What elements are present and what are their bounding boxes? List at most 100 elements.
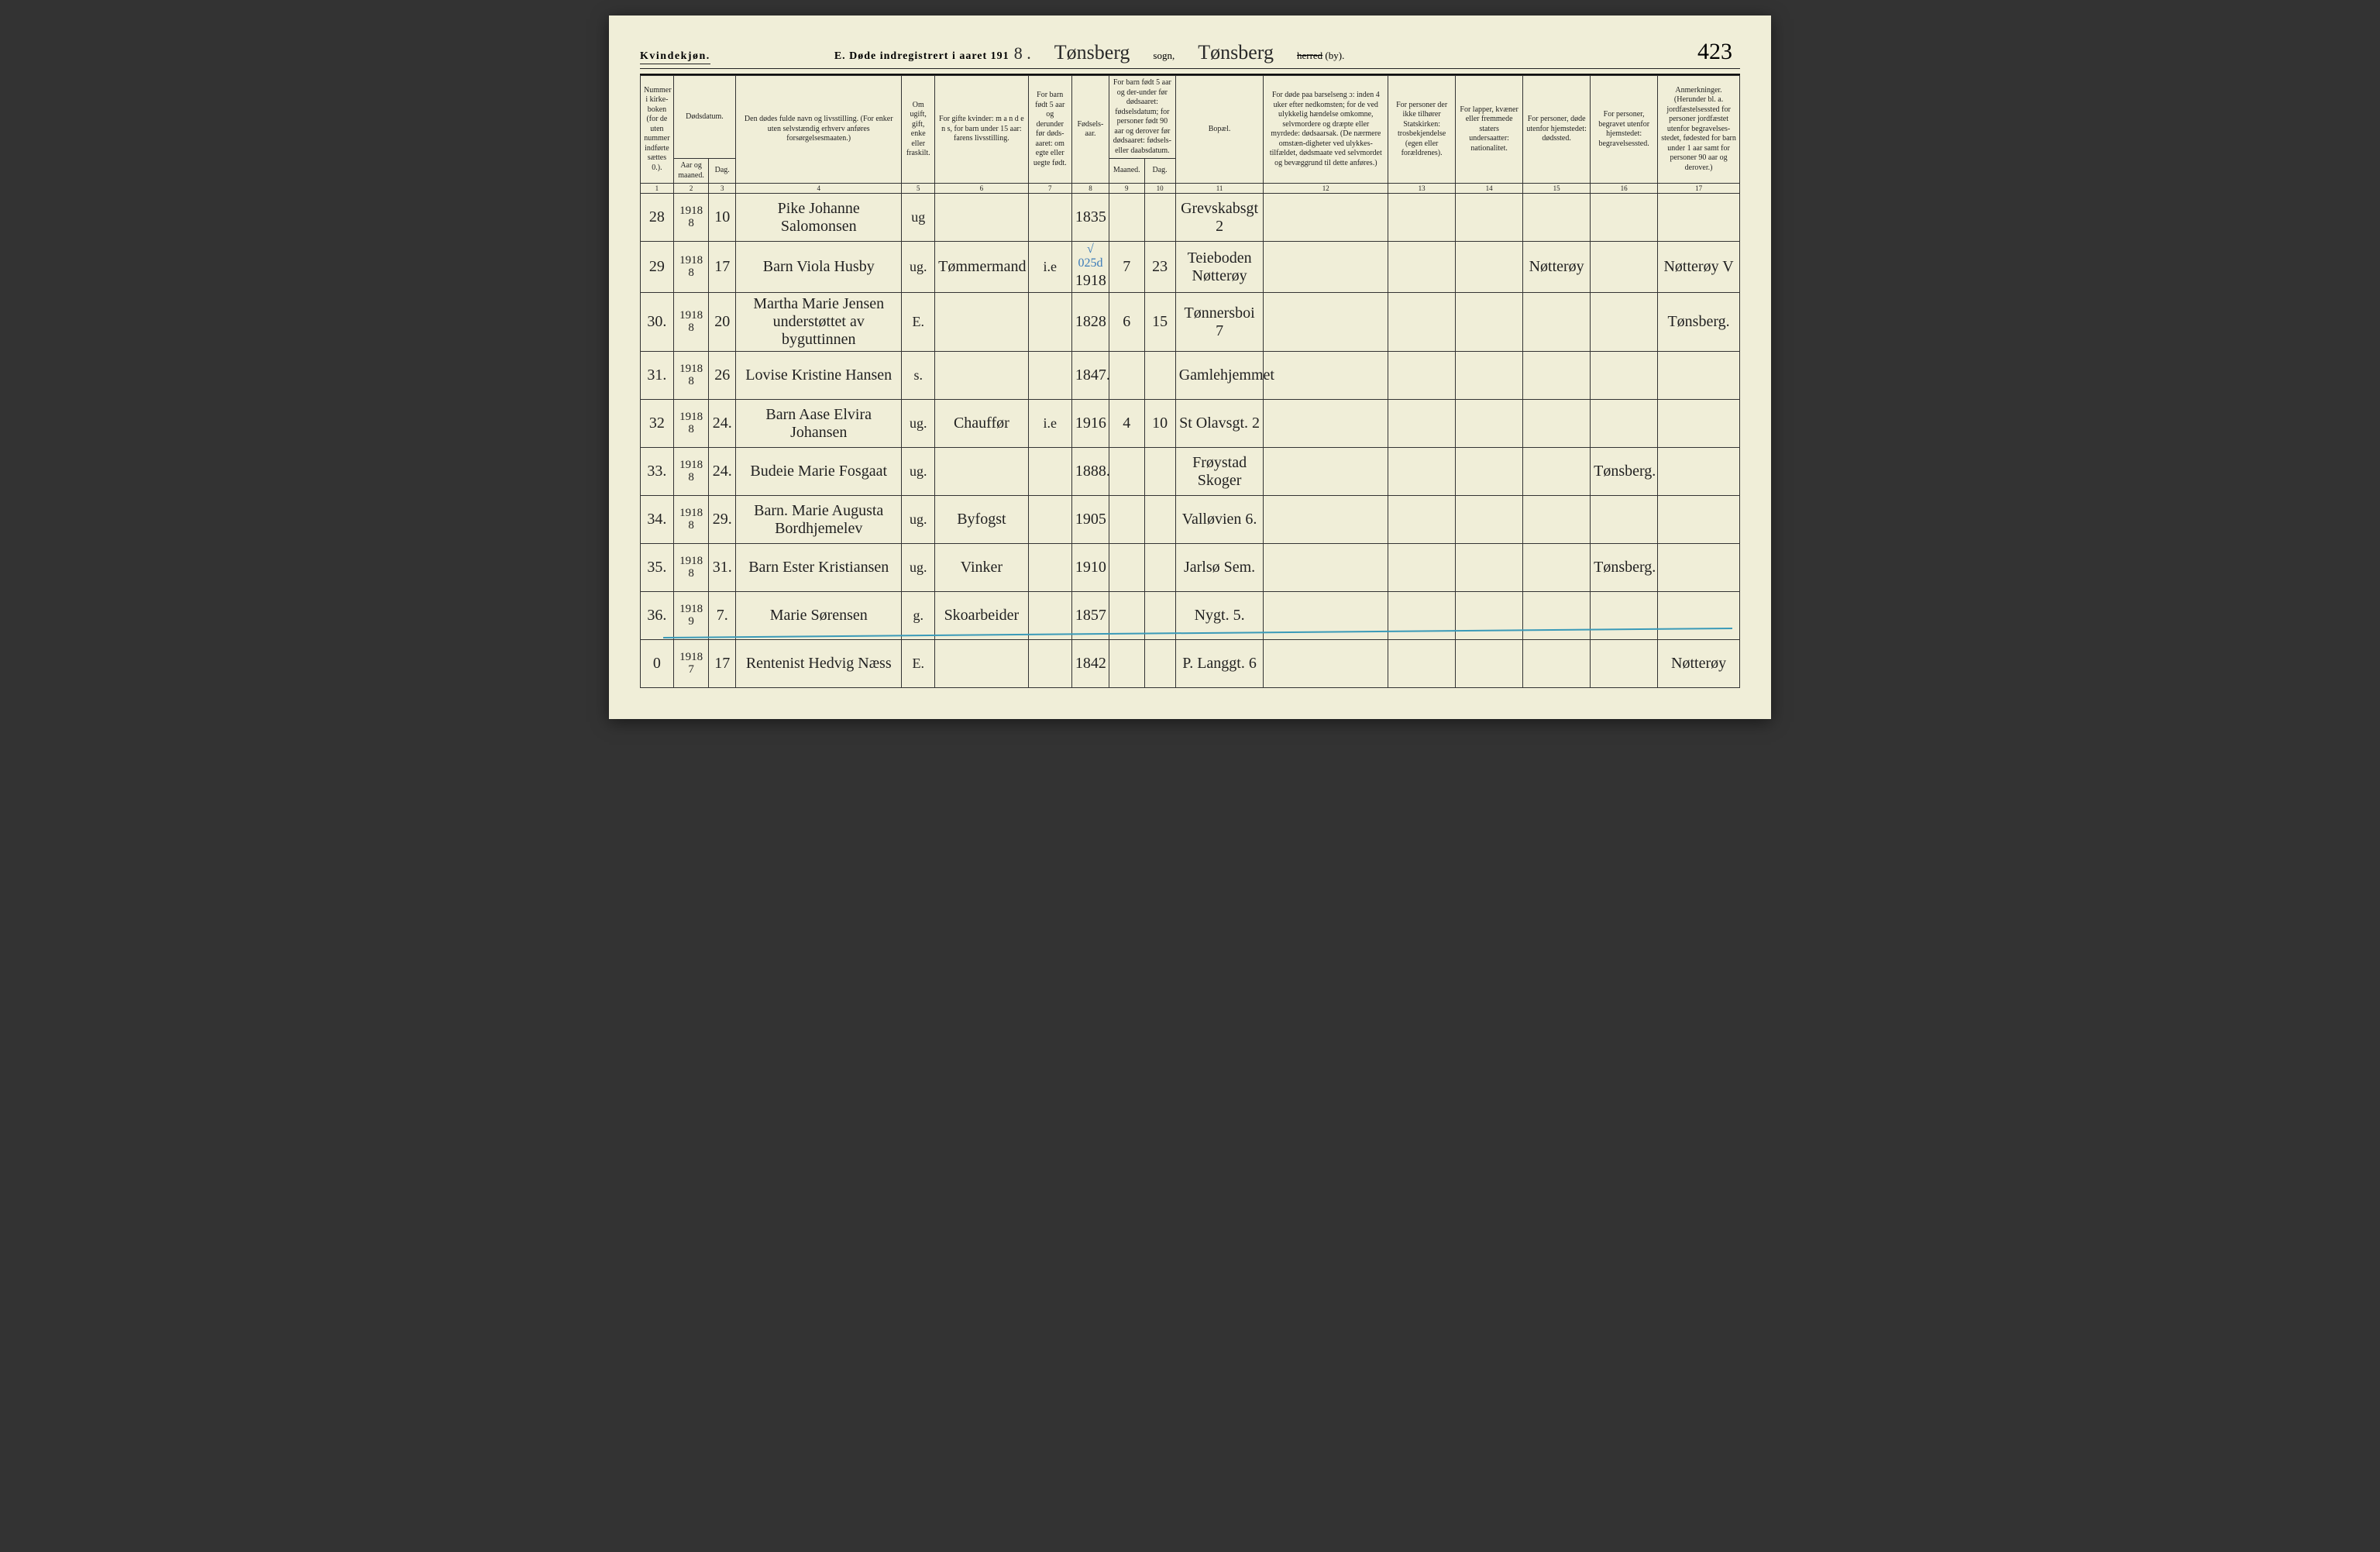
- district-name: Tønsberg: [1198, 41, 1274, 64]
- death-day: 20: [709, 293, 736, 352]
- death-day: 17: [709, 242, 736, 293]
- faith: [1388, 592, 1456, 640]
- remarks: [1658, 544, 1740, 592]
- gender-label: Kvindekjøn.: [640, 50, 710, 64]
- birth-day: 23: [1144, 242, 1175, 293]
- name: Barn Viola Husby: [736, 242, 902, 293]
- name: Lovise Kristine Hansen: [736, 352, 902, 400]
- occupation: Byfogst: [935, 496, 1028, 544]
- faith: [1388, 293, 1456, 352]
- status: ug.: [902, 448, 935, 496]
- cause: [1264, 496, 1388, 544]
- col-header: Den dødes fulde navn og livsstilling. (F…: [736, 76, 902, 184]
- status: ug.: [902, 496, 935, 544]
- status: ug: [902, 194, 935, 242]
- birth-year: 1842: [1071, 640, 1109, 688]
- year-month: 19188: [673, 352, 709, 400]
- faith: [1388, 242, 1456, 293]
- birth-day: [1144, 544, 1175, 592]
- col-number: 15: [1523, 184, 1591, 194]
- birth-year: 1905: [1071, 496, 1109, 544]
- death-place: [1523, 352, 1591, 400]
- col-header: For personer, begravet utenfor hjemstede…: [1591, 76, 1658, 184]
- year-month: 19188: [673, 293, 709, 352]
- year-month: 19189: [673, 592, 709, 640]
- death-day: 10: [709, 194, 736, 242]
- blue-annotation: √ 025d: [1075, 243, 1106, 270]
- remarks: [1658, 352, 1740, 400]
- entry-number: 35.: [641, 544, 674, 592]
- faith: [1388, 400, 1456, 448]
- birth-year: 1828: [1071, 293, 1109, 352]
- entry-number: 34.: [641, 496, 674, 544]
- entry-number: 32: [641, 400, 674, 448]
- col-number: 5: [902, 184, 935, 194]
- birth-year: 1916: [1071, 400, 1109, 448]
- col-header: Bopæl.: [1175, 76, 1264, 184]
- nationality: [1456, 293, 1523, 352]
- col-subheader: Aar og maaned.: [673, 159, 709, 184]
- death-place: [1523, 496, 1591, 544]
- birth-day: [1144, 194, 1175, 242]
- faith: [1388, 496, 1456, 544]
- occupation: [935, 352, 1028, 400]
- col-number: 12: [1264, 184, 1388, 194]
- col-header: For barn født 5 aar og der-under før død…: [1109, 76, 1176, 159]
- occupation: [935, 293, 1028, 352]
- col-number: 1: [641, 184, 674, 194]
- death-day: 7.: [709, 592, 736, 640]
- col-number: 14: [1456, 184, 1523, 194]
- table-body: 281918810Pike Johanne Salomonsenug1835Gr…: [641, 194, 1740, 688]
- col-number: 16: [1591, 184, 1658, 194]
- burial-place: [1591, 400, 1658, 448]
- remarks: [1658, 194, 1740, 242]
- legitimacy: i.e: [1028, 400, 1071, 448]
- birth-month: 6: [1109, 293, 1145, 352]
- residence: Gamlehjemmet: [1175, 352, 1264, 400]
- birth-month: [1109, 448, 1145, 496]
- col-header: Anmerkninger. (Herunder bl. a. jordfæste…: [1658, 76, 1740, 184]
- cause: [1264, 293, 1388, 352]
- birth-year: 1910: [1071, 544, 1109, 592]
- death-place: [1523, 400, 1591, 448]
- cause: [1264, 352, 1388, 400]
- by-label: (by).: [1325, 50, 1344, 61]
- entry-number: 29: [641, 242, 674, 293]
- table-row: 01918717Rentenist Hedvig NæssE.1842P. La…: [641, 640, 1740, 688]
- residence: Tønnersboi 7: [1175, 293, 1264, 352]
- year-month: 19188: [673, 400, 709, 448]
- status: E.: [902, 640, 935, 688]
- col-header: For personer der ikke tilhører Statskirk…: [1388, 76, 1456, 184]
- year-month: 19188: [673, 496, 709, 544]
- nationality: [1456, 242, 1523, 293]
- burial-place: [1591, 496, 1658, 544]
- faith: [1388, 640, 1456, 688]
- parish-name: Tønsberg: [1054, 41, 1130, 64]
- col-number: 8: [1071, 184, 1109, 194]
- death-place: [1523, 640, 1591, 688]
- faith: [1388, 448, 1456, 496]
- year-month: 19187: [673, 640, 709, 688]
- occupation: Skoarbeider: [935, 592, 1028, 640]
- burial-place: [1591, 352, 1658, 400]
- occupation: Vinker: [935, 544, 1028, 592]
- col-number: 9: [1109, 184, 1145, 194]
- col-number: 6: [935, 184, 1028, 194]
- name: Barn Aase Elvira Johansen: [736, 400, 902, 448]
- legitimacy: [1028, 544, 1071, 592]
- col-header: For personer, døde utenfor hjemstedet: d…: [1523, 76, 1591, 184]
- col-number: 3: [709, 184, 736, 194]
- birth-year: 1835: [1071, 194, 1109, 242]
- title-line: E. Døde indregistrert i aaret 191 8 . Tø…: [834, 39, 1740, 65]
- burial-place: [1591, 194, 1658, 242]
- col-header: For gifte kvinder: m a n d e n s, for ba…: [935, 76, 1028, 184]
- cause: [1264, 448, 1388, 496]
- col-number: 17: [1658, 184, 1740, 194]
- nationality: [1456, 352, 1523, 400]
- death-day: 24.: [709, 448, 736, 496]
- year-month: 19188: [673, 242, 709, 293]
- burial-place: [1591, 592, 1658, 640]
- birth-day: 10: [1144, 400, 1175, 448]
- col-number: 4: [736, 184, 902, 194]
- legitimacy: [1028, 640, 1071, 688]
